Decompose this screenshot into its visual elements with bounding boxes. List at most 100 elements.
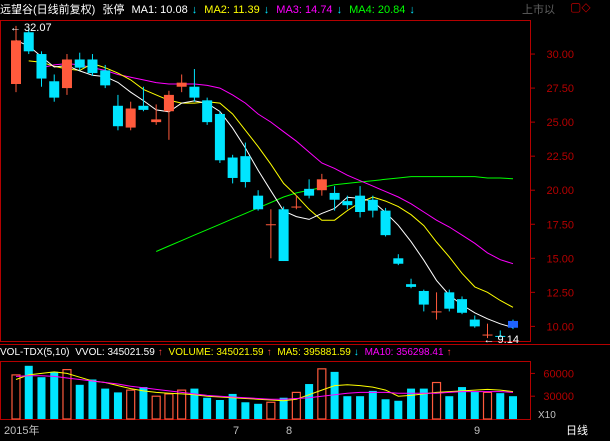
candle-body bbox=[367, 199, 378, 211]
candle-body bbox=[125, 108, 136, 128]
candle-body bbox=[138, 105, 149, 110]
y-tick-label: 15.00 bbox=[546, 253, 574, 265]
chart-controls-icons[interactable]: ▢◇ bbox=[570, 0, 591, 14]
candle bbox=[265, 209, 276, 259]
ma3-line bbox=[41, 63, 514, 265]
candle bbox=[278, 206, 289, 262]
month-7-label: 7 bbox=[233, 425, 240, 437]
candle bbox=[444, 289, 455, 312]
volume-bar bbox=[394, 400, 403, 419]
vvol-value: VVOL: 345021.59 bbox=[75, 347, 155, 358]
price-panel-frame bbox=[0, 20, 531, 342]
y-tick-label: 25.00 bbox=[546, 117, 574, 129]
candle bbox=[457, 296, 468, 315]
vol-indicator[interactable]: VOL-TDX(5,10) bbox=[0, 347, 70, 358]
volume-bar bbox=[139, 387, 148, 419]
candle bbox=[87, 54, 98, 76]
volume-bar bbox=[407, 388, 416, 419]
volume-bar bbox=[151, 395, 161, 420]
ma2-arrow-icon: ↓ bbox=[263, 4, 270, 16]
candle bbox=[495, 330, 506, 338]
ma4-value: MA4: 20.84 bbox=[349, 4, 406, 16]
candle-body bbox=[227, 157, 238, 178]
candle-body bbox=[189, 86, 200, 98]
period-button[interactable]: 日线 bbox=[566, 425, 588, 437]
volume-bar bbox=[228, 393, 237, 419]
candle-body bbox=[163, 94, 174, 112]
volume-arrow-icon: ↑ bbox=[266, 347, 272, 358]
y-tick-label: 12.50 bbox=[546, 287, 574, 299]
candle bbox=[61, 54, 72, 95]
volume-bar bbox=[445, 396, 454, 419]
y-tick-label: 30.00 bbox=[546, 49, 574, 61]
candle-body bbox=[87, 59, 98, 74]
ma1-line bbox=[15, 39, 514, 329]
candle bbox=[138, 86, 149, 112]
volume-bar bbox=[343, 396, 352, 419]
volume-bar bbox=[470, 391, 479, 419]
candle-body bbox=[380, 210, 391, 236]
volume-bar bbox=[317, 368, 327, 420]
candle bbox=[418, 289, 429, 312]
y-tick-label: 17.50 bbox=[546, 219, 574, 231]
candle-body bbox=[151, 119, 162, 123]
volume-bar bbox=[254, 403, 263, 419]
candle-body bbox=[406, 284, 417, 287]
candle-body bbox=[329, 192, 340, 200]
candle bbox=[125, 101, 136, 131]
volume-bar bbox=[482, 391, 493, 420]
volume-bar bbox=[190, 388, 199, 419]
volume-bar bbox=[164, 393, 174, 420]
candle bbox=[342, 195, 353, 210]
candle bbox=[355, 186, 366, 218]
bottom-bar: 2015年 7 8 9 日线 bbox=[0, 421, 610, 441]
volume-bar bbox=[37, 377, 46, 419]
candle bbox=[11, 25, 21, 93]
y-tick-label: 22.50 bbox=[546, 151, 574, 163]
candle-body bbox=[214, 113, 225, 161]
ma3-arrow-icon: ↓ bbox=[336, 4, 343, 16]
candle bbox=[36, 51, 47, 87]
candle-body bbox=[36, 54, 47, 79]
volume-bar bbox=[419, 388, 428, 419]
vol-tick-label: 60000 bbox=[543, 368, 574, 380]
volume-bar bbox=[279, 397, 288, 419]
ma5-vol-value: MA5: 395881.59 bbox=[277, 347, 351, 358]
candle bbox=[316, 173, 327, 196]
candle-body bbox=[304, 188, 315, 196]
candle-body bbox=[61, 59, 72, 89]
volume-header: VOL-TDX(5,10) VVOL: 345021.59 ↑ VOLUME: 3… bbox=[0, 345, 610, 360]
stock-name: 远望谷(日线前复权) bbox=[0, 4, 96, 16]
kline-chart[interactable]: 30.00 27.50 25.00 22.50 20.00 17.50 15.00 12.50… bbox=[0, 0, 610, 421]
candle bbox=[214, 111, 225, 163]
ma4-line bbox=[156, 176, 514, 252]
y-tick-label: 27.50 bbox=[546, 83, 574, 95]
candle-body bbox=[265, 224, 276, 226]
candle bbox=[227, 154, 238, 184]
candle-body bbox=[202, 100, 213, 123]
candle-body bbox=[316, 179, 327, 191]
volume-bar bbox=[509, 396, 517, 419]
ma4-arrow-icon: ↓ bbox=[409, 4, 415, 16]
volume-bar bbox=[266, 401, 276, 420]
candle bbox=[112, 94, 123, 131]
ma10-vol-arrow-icon: ↑ bbox=[446, 347, 452, 358]
collapse-icon[interactable]: ▢ bbox=[570, 0, 582, 14]
volume-bar bbox=[215, 400, 224, 419]
candle bbox=[253, 190, 264, 211]
high-price-label: ← 32.07 bbox=[10, 22, 52, 34]
candle-body bbox=[240, 156, 251, 183]
volume-bar bbox=[75, 384, 84, 419]
vol-ma10-line bbox=[15, 375, 514, 400]
diamond-icon[interactable]: ◇ bbox=[581, 0, 591, 14]
volume-bar bbox=[177, 389, 187, 420]
candle bbox=[291, 195, 302, 210]
volume-bar bbox=[113, 392, 122, 419]
ma3-value: MA3: 14.74 bbox=[276, 4, 333, 16]
candle bbox=[23, 28, 34, 55]
candle bbox=[380, 207, 391, 237]
y-tick-label: 20.00 bbox=[546, 185, 574, 197]
candle bbox=[508, 319, 518, 330]
candle-body bbox=[291, 206, 302, 208]
low-price-label: ← 9.14 bbox=[484, 334, 519, 346]
